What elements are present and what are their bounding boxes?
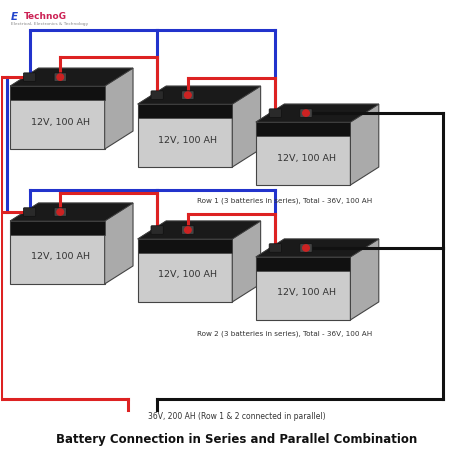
Polygon shape [350, 239, 379, 320]
FancyBboxPatch shape [269, 244, 282, 252]
Polygon shape [138, 221, 261, 239]
Polygon shape [105, 203, 133, 284]
FancyBboxPatch shape [182, 226, 194, 234]
Text: 12V, 100 AH: 12V, 100 AH [276, 289, 336, 298]
Polygon shape [10, 221, 105, 235]
FancyBboxPatch shape [54, 208, 66, 216]
Circle shape [184, 92, 191, 98]
Polygon shape [10, 68, 133, 86]
Text: 12V, 100 AH: 12V, 100 AH [158, 271, 218, 280]
Text: TechnoG: TechnoG [23, 12, 66, 21]
Circle shape [57, 74, 64, 80]
FancyBboxPatch shape [151, 91, 163, 99]
Text: Battery Connection in Series and Parallel Combination: Battery Connection in Series and Paralle… [56, 433, 418, 446]
FancyBboxPatch shape [300, 109, 312, 117]
Polygon shape [256, 239, 379, 257]
Text: 12V, 100 AH: 12V, 100 AH [31, 253, 90, 262]
FancyBboxPatch shape [151, 226, 163, 234]
Polygon shape [256, 257, 350, 320]
Polygon shape [232, 86, 261, 167]
Text: 12V, 100 AH: 12V, 100 AH [158, 136, 218, 145]
FancyBboxPatch shape [269, 109, 282, 117]
Circle shape [57, 209, 64, 215]
FancyBboxPatch shape [54, 73, 66, 81]
Polygon shape [138, 86, 261, 104]
Polygon shape [256, 104, 379, 122]
Polygon shape [256, 122, 350, 185]
Polygon shape [105, 68, 133, 149]
Polygon shape [256, 239, 379, 257]
Polygon shape [10, 221, 105, 284]
Circle shape [303, 110, 310, 116]
Polygon shape [138, 104, 232, 118]
Polygon shape [10, 68, 133, 86]
FancyBboxPatch shape [182, 91, 194, 99]
Polygon shape [138, 104, 232, 167]
Text: E: E [11, 12, 18, 22]
Polygon shape [138, 86, 261, 104]
FancyBboxPatch shape [23, 208, 36, 216]
Polygon shape [10, 203, 133, 221]
Circle shape [184, 227, 191, 233]
Polygon shape [256, 122, 350, 136]
Polygon shape [256, 257, 350, 271]
Polygon shape [10, 203, 133, 221]
Text: 12V, 100 AH: 12V, 100 AH [31, 118, 90, 127]
Text: Row 2 (3 batteries in series), Total - 36V, 100 AH: Row 2 (3 batteries in series), Total - 3… [197, 330, 372, 336]
Circle shape [303, 245, 310, 251]
Polygon shape [350, 104, 379, 185]
Text: 12V, 100 AH: 12V, 100 AH [276, 153, 336, 162]
Polygon shape [232, 221, 261, 302]
Polygon shape [138, 221, 261, 239]
Text: 36V, 200 AH (Row 1 & 2 connected in parallel): 36V, 200 AH (Row 1 & 2 connected in para… [148, 412, 326, 421]
Text: Row 1 (3 batteries in series), Total - 36V, 100 AH: Row 1 (3 batteries in series), Total - 3… [197, 198, 372, 204]
Polygon shape [256, 104, 379, 122]
Text: Electrical, Electronics & Technology: Electrical, Electronics & Technology [11, 22, 88, 26]
FancyBboxPatch shape [300, 244, 312, 252]
Polygon shape [10, 86, 105, 149]
Polygon shape [138, 239, 232, 253]
FancyBboxPatch shape [23, 73, 36, 81]
Polygon shape [138, 239, 232, 302]
Polygon shape [10, 86, 105, 100]
